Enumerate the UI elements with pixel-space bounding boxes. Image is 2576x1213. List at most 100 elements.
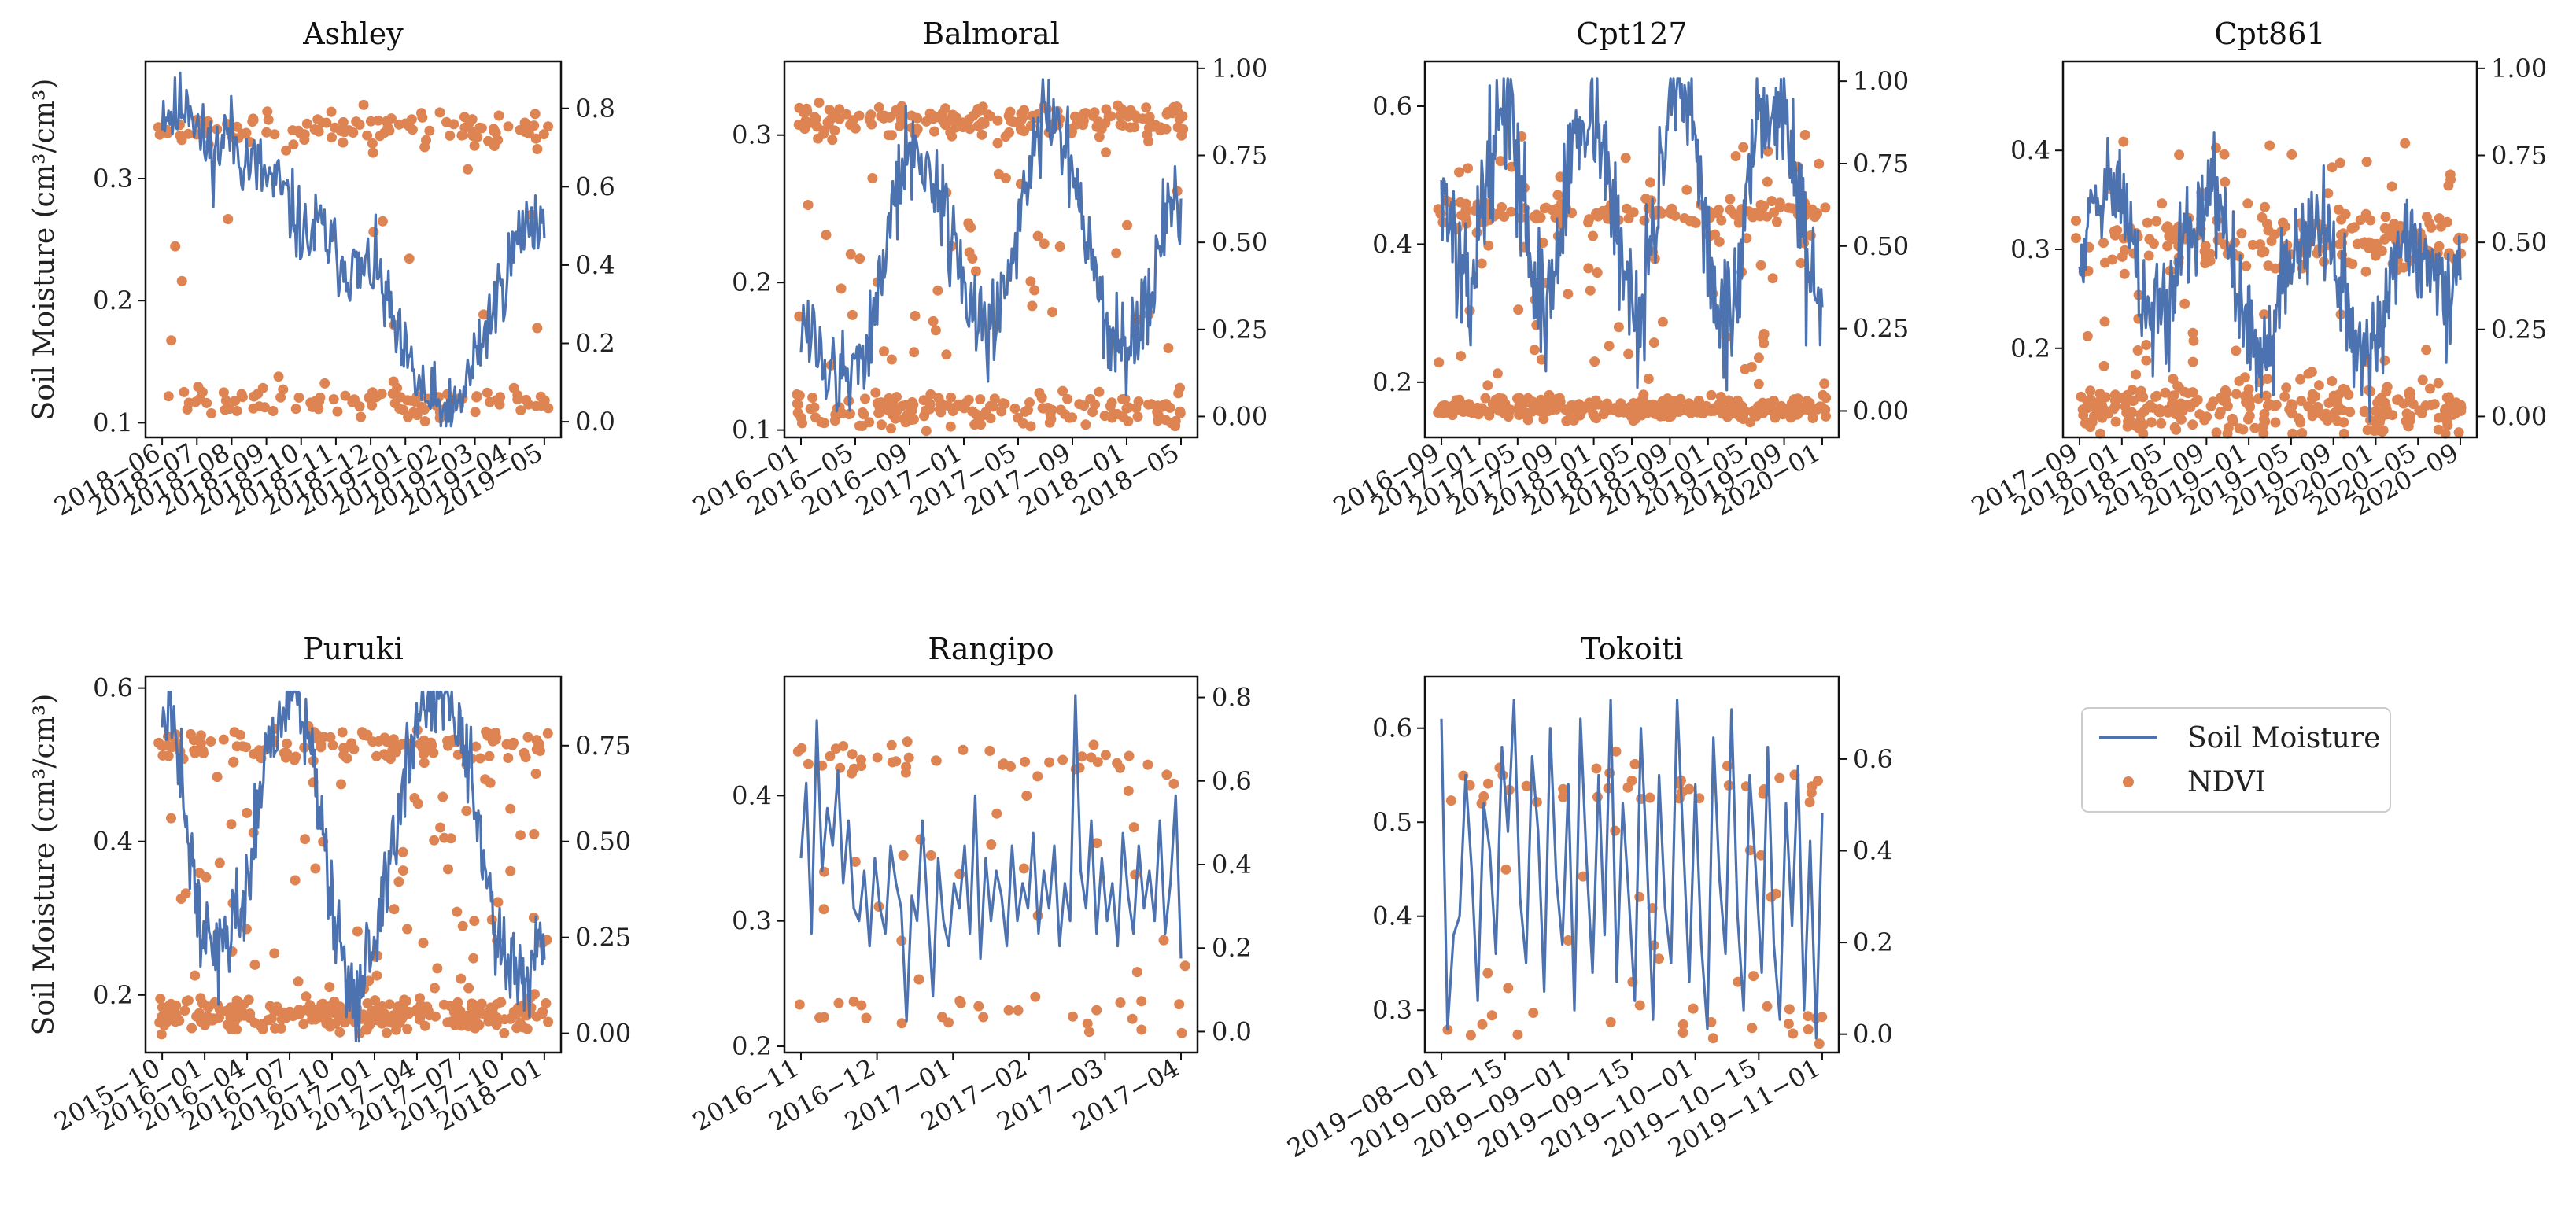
y2-tick-label: 0.2 <box>1212 933 1252 963</box>
ndvi-point <box>391 747 401 758</box>
ndvi-point <box>1464 305 1475 316</box>
ndvi-point <box>836 283 847 294</box>
ndvi-point <box>326 106 337 117</box>
ndvi-point <box>2132 345 2143 356</box>
ndvi-point <box>792 407 803 418</box>
ndvi-point <box>1497 201 1507 212</box>
ndvi-point <box>991 808 1002 819</box>
ndvi-point <box>340 390 351 401</box>
ndvi-point <box>532 144 543 154</box>
soil-moisture-line-puruki <box>161 690 546 1043</box>
ndvi-point <box>2380 212 2391 223</box>
ndvi-point <box>2078 410 2089 421</box>
ndvi-point <box>1804 797 1815 808</box>
ndvi-point <box>2440 428 2451 439</box>
ndvi-point <box>848 996 859 1007</box>
ndvi-point <box>1555 396 1566 407</box>
ndvi-point <box>889 411 900 422</box>
ndvi-point <box>515 830 526 841</box>
ndvi-point <box>883 130 894 141</box>
ndvi-point <box>1561 415 1572 426</box>
ndvi-point <box>1747 1023 1758 1034</box>
ndvi-point <box>1009 403 1020 414</box>
ndvi-point <box>975 394 986 405</box>
ndvi-point <box>1767 273 1778 284</box>
ndvi-point <box>2379 355 2390 366</box>
ndvi-point <box>484 1012 495 1023</box>
y-tick-label: 0.3 <box>732 906 772 936</box>
ndvi-point <box>856 761 867 772</box>
ndvi-point <box>503 121 514 132</box>
ndvi-point <box>1578 871 1589 882</box>
ndvi-point <box>936 407 947 418</box>
ndvi-point <box>2338 383 2349 394</box>
ndvi-point <box>1176 130 1187 141</box>
ndvi-point <box>424 125 435 136</box>
ndvi-point <box>1613 407 1624 418</box>
ndvi-point <box>1433 407 1444 418</box>
ndvi-point <box>278 384 289 395</box>
y-tick-label: 0.3 <box>2010 234 2050 264</box>
ndvi-point <box>268 406 279 416</box>
ndvi-point <box>1027 300 1038 312</box>
ndvi-point <box>803 758 814 769</box>
ndvi-point <box>1016 124 1026 135</box>
ndvi-point <box>235 1000 246 1011</box>
panel-cpt861: Cpt8610.20.30.40.000.250.500.751.002017−… <box>1966 17 2547 522</box>
ndvi-point <box>2100 392 2111 403</box>
ndvi-point <box>521 394 532 405</box>
y-tick-label: 0.5 <box>1372 807 1412 837</box>
ndvi-point <box>1085 393 1096 404</box>
ndvi-point <box>2188 335 2199 346</box>
ndvi-point <box>1654 953 1664 964</box>
ndvi-point <box>2243 399 2254 410</box>
ndvi-point <box>833 997 844 1008</box>
ndvi-point <box>2327 162 2338 173</box>
y2-tick-label: 0.00 <box>575 1019 631 1049</box>
ndvi-point <box>1585 285 1596 296</box>
ndvi-point <box>501 739 512 750</box>
ndvi-point <box>879 346 889 357</box>
y2-tick-label: 0.25 <box>575 923 631 953</box>
ndvi-point <box>2377 411 2388 422</box>
ndvi-point <box>1814 158 1825 169</box>
ndvi-point <box>806 117 817 128</box>
panel-tokoiti: Tokoiti0.30.40.50.60.00.20.40.62019−08−0… <box>1282 632 1893 1163</box>
ndvi-point <box>818 904 829 915</box>
ndvi-point <box>319 378 330 389</box>
ndvi-point <box>290 751 301 762</box>
axes-frame <box>783 675 1199 1054</box>
y-tick-label: 0.4 <box>2010 135 2050 165</box>
ndvi-point <box>1603 404 1614 415</box>
ndvi-point <box>813 133 824 144</box>
ndvi-point <box>1170 421 1181 432</box>
ndvi-point <box>1129 122 1140 133</box>
ndvi-point <box>1818 389 1829 400</box>
ndvi-point <box>429 835 440 846</box>
ndvi-point <box>476 123 487 134</box>
ndvi-point <box>499 1027 510 1038</box>
ndvi-point <box>2211 427 2222 438</box>
ndvi-point <box>866 119 877 130</box>
ndvi-point <box>1456 351 1467 362</box>
ndvi-point <box>1142 759 1153 770</box>
ndvi-point <box>2174 149 2185 160</box>
ndvi-point <box>197 998 208 1008</box>
ndvi-point <box>2443 180 2454 191</box>
ndvi-point <box>876 419 887 430</box>
ndvi-point <box>306 1008 317 1019</box>
ndvi-point <box>921 426 932 437</box>
ndvi-point <box>195 1016 206 1027</box>
ndvi-point <box>220 395 231 406</box>
ndvi-point <box>2347 259 2358 270</box>
ndvi-point <box>226 819 237 830</box>
ndvi-point <box>183 397 194 408</box>
ndvi-point <box>1807 781 1818 792</box>
ndvi-point <box>341 753 352 764</box>
ndvi-point <box>856 1000 867 1011</box>
ndvi-point <box>902 736 913 747</box>
ndvi-point <box>1588 408 1599 419</box>
ndvi-point <box>1161 415 1172 426</box>
ndvi-point <box>2271 400 2282 411</box>
y-tick-label: 0.1 <box>93 407 133 437</box>
